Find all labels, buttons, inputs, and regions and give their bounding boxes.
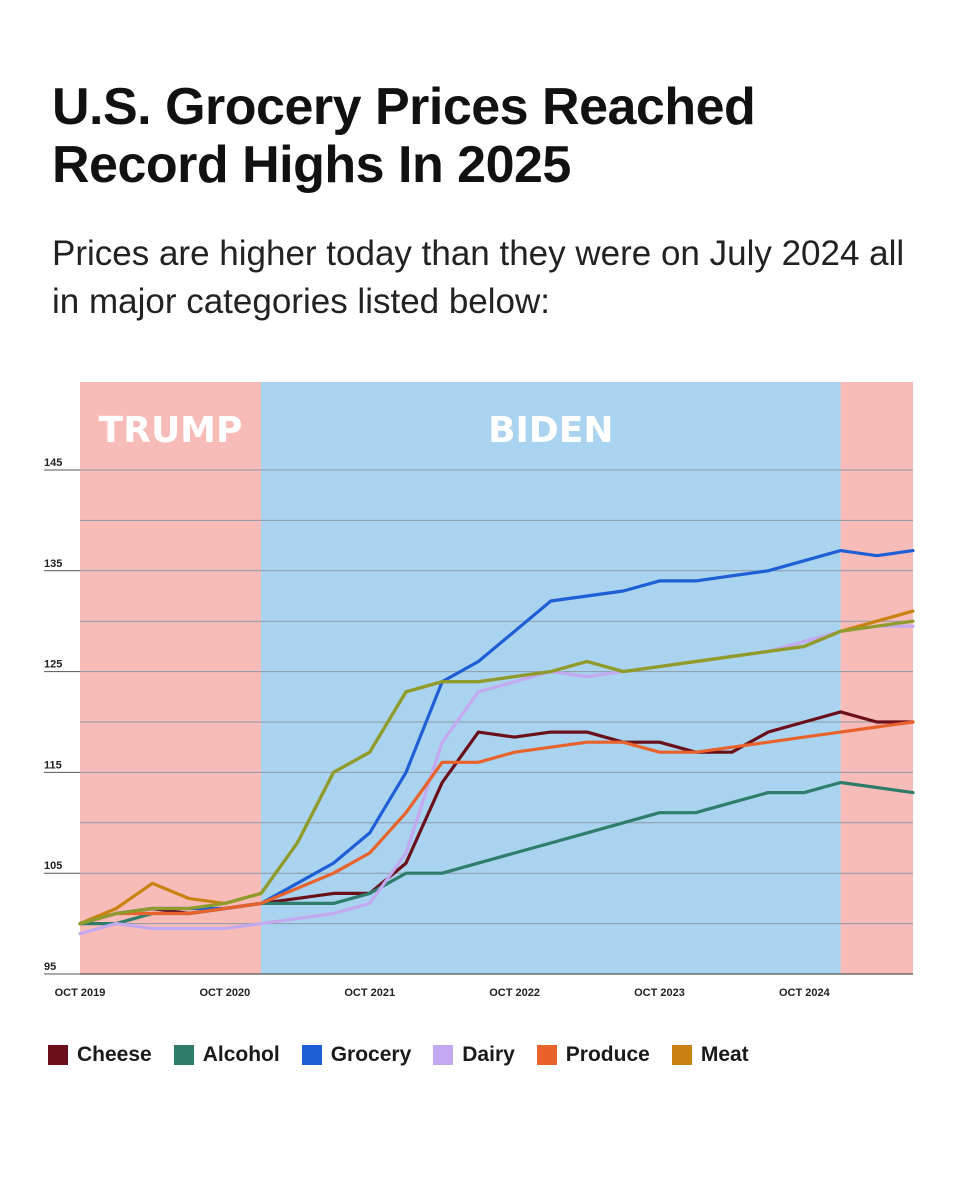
legend-label-alcohol: Alcohol: [202, 1043, 280, 1066]
legend-swatch-produce: [536, 1045, 557, 1065]
chart-title: U.S. Grocery Prices Reached Record Highs…: [52, 78, 756, 194]
era-labels: TRUMP BIDEN: [99, 410, 614, 451]
series-line-unlabeled-6: [78, 619, 915, 926]
y-tick-label: 145: [44, 457, 62, 469]
legend-item-meat: Meat: [671, 1043, 749, 1067]
era-label-trump: TRUMP: [99, 410, 243, 451]
series-lines: [78, 549, 915, 936]
legend-label-grocery: Grocery: [330, 1043, 412, 1066]
legend-item-dairy: Dairy: [433, 1043, 515, 1067]
era-band-0: [80, 382, 262, 974]
chart-subtitle: Prices are higher today than they were o…: [52, 234, 905, 321]
era-bands: [80, 382, 913, 974]
x-tick-label: OCT 2019: [55, 987, 106, 999]
legend-item-grocery: Grocery: [301, 1043, 412, 1067]
legend-swatch-cheese: [48, 1045, 68, 1065]
legend-swatch-grocery: [301, 1045, 322, 1065]
gridlines: [80, 469, 913, 975]
legend-swatch-meat: [671, 1045, 692, 1065]
x-tick-label: OCT 2023: [634, 987, 685, 999]
legend-label-meat: Meat: [700, 1043, 749, 1066]
legend-item-cheese: Cheese: [48, 1043, 152, 1067]
x-tick-label: OCT 2021: [344, 987, 395, 999]
series-line-produce: [78, 720, 915, 926]
y-tick-label: 95: [44, 961, 56, 973]
legend-label-produce: Produce: [565, 1043, 650, 1066]
era-band-1: [261, 382, 841, 974]
x-axis-ticks: OCT 2019 OCT 2020 OCT 2021 OCT 2022 OCT 2023…: [55, 987, 831, 999]
legend-label-cheese: Cheese: [77, 1043, 152, 1066]
x-tick-label: OCT 2024: [779, 987, 831, 999]
y-tick-label: 125: [44, 659, 62, 671]
legend-item-alcohol: Alcohol: [173, 1043, 280, 1067]
legend-label-dairy: Dairy: [462, 1043, 515, 1066]
y-axis-ticks: 95 105 115 125 135 145: [44, 457, 80, 975]
y-tick-label: 135: [44, 558, 62, 570]
x-tick-label: OCT 2020: [199, 987, 250, 999]
y-tick-label: 105: [44, 860, 62, 872]
y-tick-label: 115: [44, 759, 62, 771]
x-tick-label: OCT 2022: [489, 987, 540, 999]
era-band-2: [840, 382, 913, 974]
legend-swatch-dairy: [433, 1045, 454, 1065]
chart-legend: Cheese Alcohol Grocery Dairy Produce Mea…: [48, 1040, 948, 1070]
legend-swatch-alcohol: [173, 1045, 194, 1065]
era-label-biden: BIDEN: [488, 410, 613, 451]
legend-item-produce: Produce: [536, 1043, 650, 1067]
